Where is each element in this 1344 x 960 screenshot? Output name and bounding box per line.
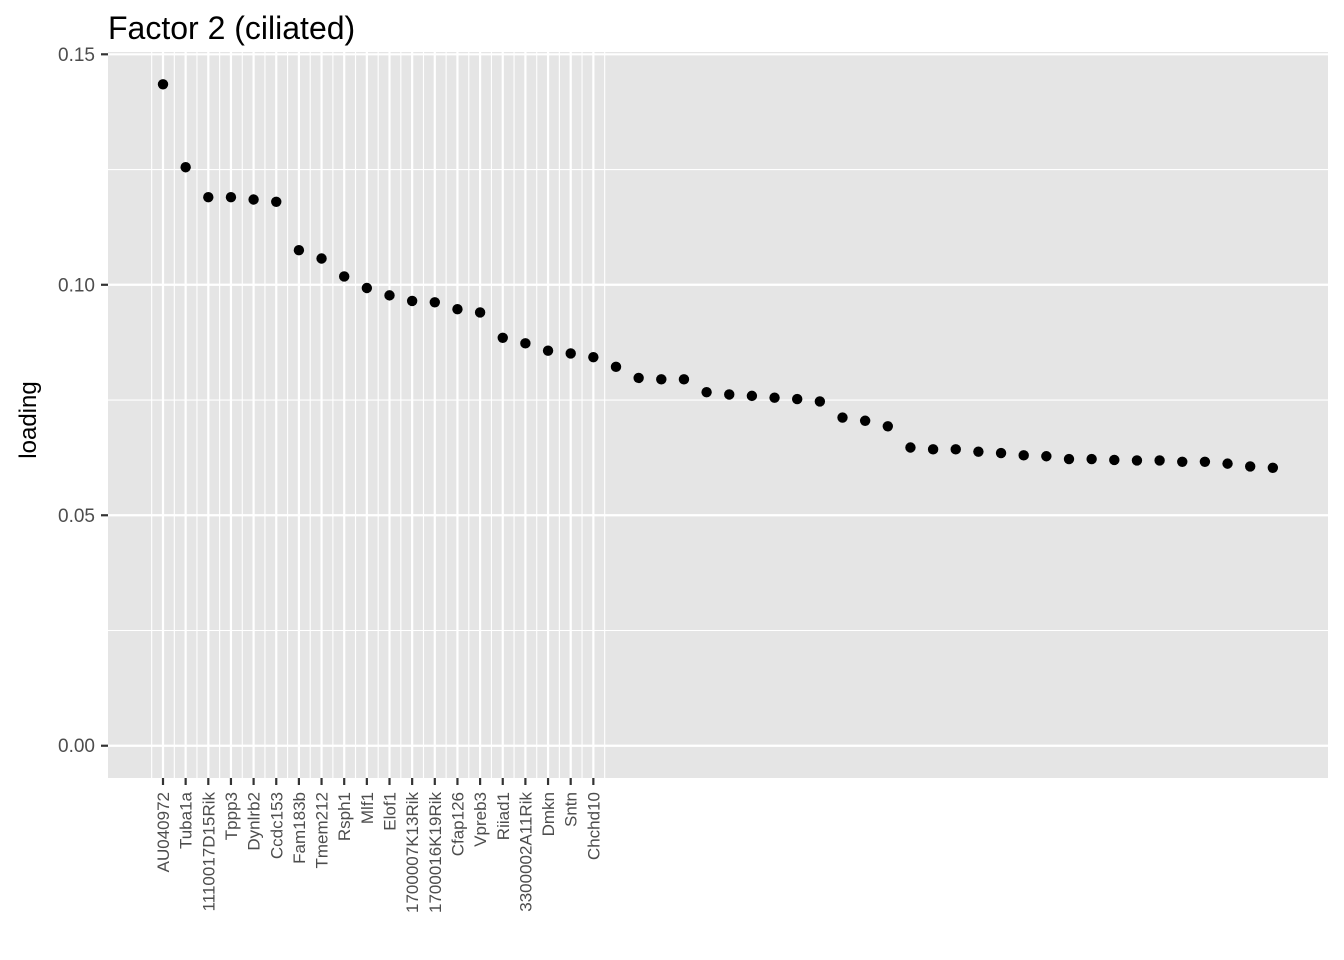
x-tick-label: Mlf1 — [358, 792, 377, 824]
data-point — [701, 386, 712, 398]
data-point — [225, 192, 237, 203]
x-tick-label: 3300002A11Rik — [516, 792, 535, 912]
data-point — [792, 393, 803, 405]
data-point — [1222, 458, 1233, 469]
data-point — [565, 348, 576, 359]
x-tick-label: Dmkn — [539, 792, 558, 836]
data-point — [588, 351, 599, 363]
data-point — [1109, 454, 1120, 466]
x-tick-label: 1700016K19Rik — [426, 792, 445, 913]
data-point — [497, 332, 508, 343]
data-point — [837, 412, 848, 423]
data-point — [1154, 455, 1165, 466]
x-tick-label: Chchd10 — [584, 792, 603, 860]
x-tick-label: Dynlrb2 — [245, 792, 264, 851]
data-point — [248, 194, 259, 205]
data-point — [1041, 451, 1052, 462]
x-tick-label: Vpreb3 — [471, 792, 490, 847]
data-point — [633, 372, 644, 384]
data-point — [678, 374, 690, 385]
data-point — [542, 345, 554, 356]
x-tick-label: Cfap126 — [448, 792, 467, 856]
data-point — [384, 290, 395, 301]
data-point — [180, 162, 191, 173]
data-point — [1131, 455, 1143, 466]
x-tick-label: 1700007K13Rik — [403, 792, 422, 913]
data-point — [769, 392, 780, 403]
data-point — [814, 396, 826, 407]
data-point — [316, 253, 327, 264]
data-point — [203, 192, 214, 203]
data-points — [157, 79, 1279, 473]
data-point — [950, 444, 961, 455]
x-tick-label: Tmem212 — [313, 792, 332, 869]
x-tick-label: AU040972 — [154, 792, 173, 872]
plot-panel — [108, 52, 1328, 778]
x-tick-label: Ccdc153 — [267, 792, 286, 859]
y-tick-label: 0.05 — [58, 506, 95, 527]
data-point — [520, 338, 531, 349]
data-point — [746, 390, 758, 402]
minor-gridlines — [108, 52, 1328, 778]
x-axis: AU040972 Tuba1a 1110017D15Rik Tppp3 Dynlrb2 C… — [154, 778, 603, 913]
data-point — [1267, 462, 1279, 473]
data-point — [1245, 461, 1256, 472]
x-tick-label: Tuba1a — [177, 791, 196, 849]
data-point — [271, 196, 282, 208]
y-axis: 0.00 0.05 0.10 0.15 — [58, 45, 108, 757]
x-tick-label: Sntn — [562, 792, 581, 827]
data-point — [474, 307, 486, 318]
data-point — [429, 297, 440, 308]
x-tick-label: Riiad1 — [494, 792, 513, 840]
data-point — [361, 282, 373, 294]
data-point — [927, 444, 939, 455]
data-point — [995, 447, 1007, 459]
y-tick-label: 0.00 — [58, 736, 95, 757]
y-tick-label: 0.15 — [58, 45, 95, 66]
data-point — [1177, 456, 1188, 467]
data-point — [882, 421, 893, 432]
y-tick-label: 0.10 — [58, 275, 95, 296]
y-axis-label: loading — [15, 381, 42, 458]
data-point — [610, 361, 622, 373]
x-tick-label: Elof1 — [381, 792, 400, 831]
x-tick-label: Fam183b — [290, 792, 309, 864]
data-point — [293, 245, 305, 256]
data-point — [406, 295, 418, 307]
data-point — [339, 271, 350, 282]
data-point — [452, 304, 463, 315]
data-point — [1018, 450, 1029, 461]
data-point — [973, 446, 984, 457]
data-point — [157, 79, 169, 90]
x-tick-label: 1110017D15Rik — [199, 792, 218, 912]
x-tick-label: Rsph1 — [335, 792, 354, 841]
data-point — [656, 374, 667, 385]
data-point — [1199, 456, 1211, 467]
data-point — [724, 389, 735, 400]
data-point — [1086, 453, 1097, 465]
major-gridlines — [108, 52, 1328, 778]
data-point — [1063, 453, 1075, 465]
data-point — [905, 442, 916, 453]
x-tick-label: Tppp3 — [222, 792, 241, 840]
chart-title: Factor 2 (ciliated) — [108, 10, 355, 46]
data-point — [859, 415, 871, 426]
